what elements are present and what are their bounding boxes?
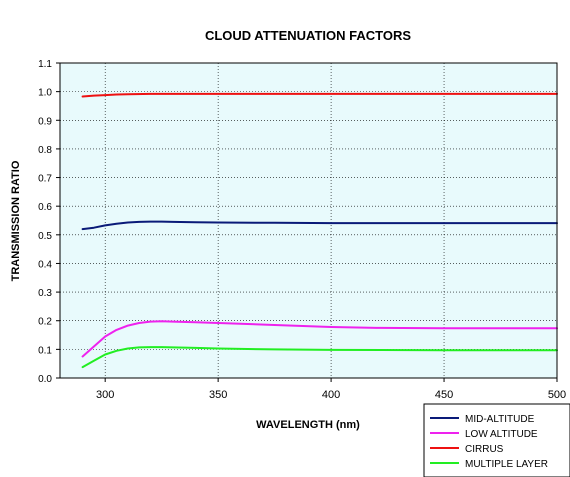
legend-label: MULTIPLE LAYER	[465, 459, 548, 470]
y-tick-label: 0.4	[38, 259, 52, 270]
y-tick-label: 1.0	[38, 88, 52, 99]
x-tick-label: 300	[96, 389, 114, 401]
y-tick-label: 0.6	[38, 202, 52, 213]
series-line-low-altitude	[81, 320, 558, 358]
y-tick-label: 1.1	[38, 59, 52, 70]
y-tick-label: 0.7	[38, 174, 52, 185]
y-axis: 0.0 0.1 0.2 0.3 0.4 0.5 0.6 0.7 0.8 0.9 1.0 1.1	[38, 59, 60, 385]
x-axis: 300 350 400 450 500	[96, 378, 566, 401]
y-tick-label: 0.9	[38, 116, 52, 127]
plot-area	[59, 62, 558, 379]
legend-box	[423, 403, 570, 477]
y-axis-label: TRANSMISSION RATIO	[10, 160, 22, 281]
legend: MID-ALTITUDE LOW ALTITUDE CIRRUS MULTIPLE L…	[423, 403, 570, 477]
plot-border	[59, 62, 558, 379]
y-tick-label: 0.5	[38, 231, 52, 242]
legend-label: MID-ALTITUDE	[465, 414, 535, 425]
series-lines	[81, 92, 558, 369]
series-line-mid-altitude	[81, 220, 558, 231]
series-line-multiple-layer	[81, 346, 558, 369]
x-tick-label: 500	[548, 389, 566, 401]
x-tick-label: 400	[322, 389, 340, 401]
y-tick-label: 0.2	[38, 317, 52, 328]
x-tick-label: 350	[209, 389, 227, 401]
y-tick-label: 0.0	[38, 374, 52, 385]
legend-label: CIRRUS	[465, 444, 504, 455]
series-line-cirrus	[81, 92, 558, 98]
x-axis-label: WAVELENGTH (nm)	[256, 419, 360, 431]
y-tick-label: 0.8	[38, 145, 52, 156]
x-tick-label: 450	[435, 389, 453, 401]
y-tick-label: 0.3	[38, 288, 52, 299]
y-tick-label: 0.1	[38, 345, 52, 356]
chart-title: CLOUD ATTENUATION FACTORS	[205, 28, 411, 43]
legend-label: LOW ALTITUDE	[465, 429, 538, 440]
